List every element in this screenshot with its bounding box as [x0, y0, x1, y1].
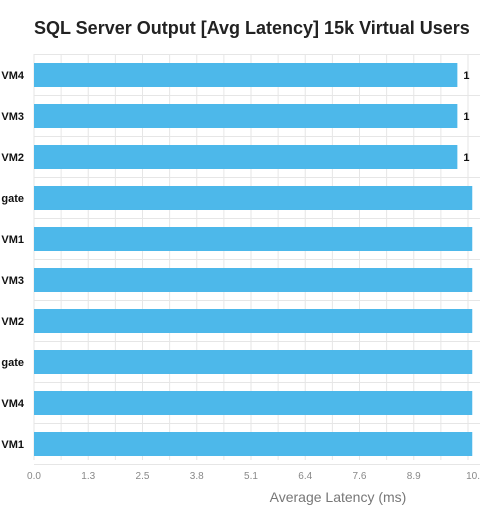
category-label: VM1 — [1, 439, 24, 451]
labels: VM4 1 VM3 1 VM2 1 gate VM1 VM3 VM2 gate VM4 VM1 0.0 1.… — [1, 70, 480, 482]
category-label: VM3 — [1, 111, 24, 123]
x-tick-label: 7.6 — [353, 471, 367, 482]
x-tick-label: 6.4 — [298, 471, 312, 482]
bar — [34, 186, 473, 210]
x-tick-label: 5.1 — [244, 471, 258, 482]
category-label: VM3 — [1, 275, 24, 287]
data-label: 1 — [463, 70, 469, 82]
category-label: gate — [1, 357, 24, 369]
chart-title: SQL Server Output [Avg Latency] 15k Virt… — [34, 18, 470, 38]
category-label: VM1 — [1, 234, 24, 246]
category-label: VM4 — [1, 70, 25, 82]
bar — [34, 268, 473, 292]
x-tick-label: 3.8 — [190, 471, 204, 482]
category-label: VM4 — [1, 398, 25, 410]
category-label: VM2 — [1, 152, 24, 164]
bar — [34, 432, 473, 456]
bar — [34, 145, 458, 169]
bar — [34, 104, 458, 128]
category-label: gate — [1, 193, 24, 205]
x-tick-label: 8.9 — [407, 471, 421, 482]
x-tick-label: 1.3 — [81, 471, 95, 482]
bar — [34, 227, 473, 251]
x-axis-title: Average Latency (ms) — [270, 489, 407, 505]
bar — [34, 350, 473, 374]
data-label: 1 — [463, 111, 469, 123]
bar — [34, 309, 473, 333]
category-label: VM2 — [1, 316, 24, 328]
x-tick-label: 0.0 — [27, 471, 41, 482]
bar — [34, 63, 458, 87]
data-label: 1 — [463, 152, 469, 164]
x-tick-label: 2.5 — [136, 471, 150, 482]
bar — [34, 391, 473, 415]
bars — [34, 63, 473, 456]
x-tick-label: 10. — [466, 471, 480, 482]
